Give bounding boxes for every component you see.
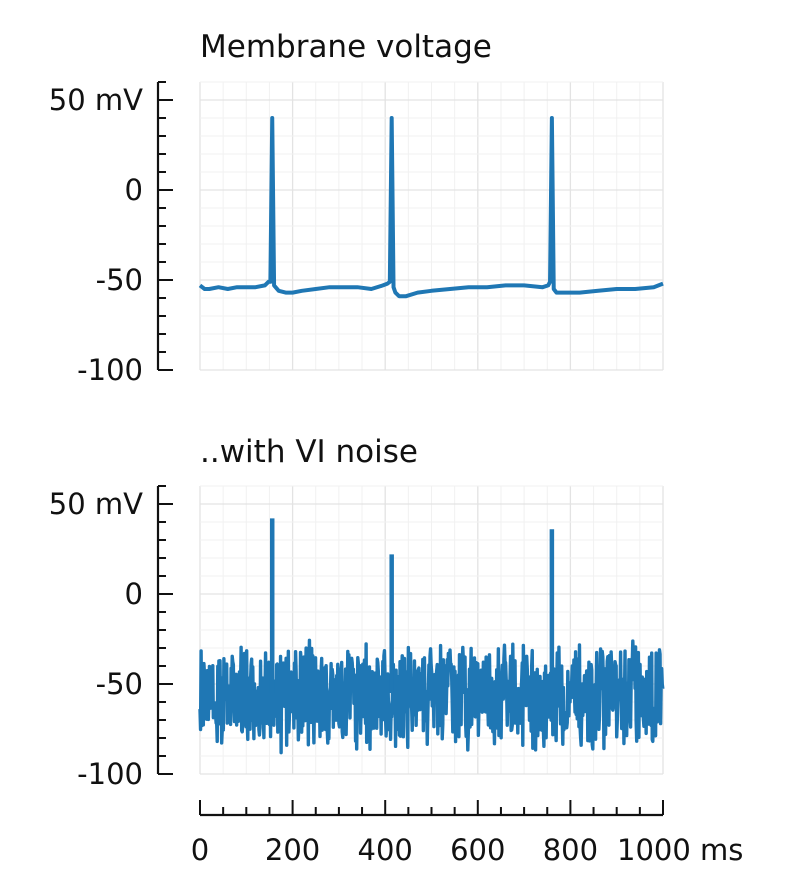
y-tick-label: -100 [77,353,143,387]
x-tick-label: 200 [265,833,320,867]
y-tick-label: -50 [96,263,143,297]
series [198,116,664,299]
noise-voltage-panel: ..with VI noise 50 mV 0 -50 -100 0 200 400 600… [49,434,744,867]
grid [199,81,664,371]
y-tick-label: -100 [77,757,143,791]
series [198,518,665,755]
series-noise-trace [198,638,665,755]
y-tick-label: 50 mV [49,487,143,521]
chart-title: Membrane voltage [200,29,492,65]
y-tick-label: 0 [125,577,143,611]
y-tick-label: -50 [96,667,143,701]
y-tick-label: 50 mV [49,83,143,117]
x-tick-label: 1000 ms [617,833,743,867]
y-axis: 50 mV 0 -50 -100 [49,81,173,387]
x-tick-label: 600 [450,833,505,867]
x-tick-label: 0 [191,833,209,867]
y-axis: 50 mV 0 -50 -100 [49,485,173,791]
membrane-voltage-panel: Membrane voltage 50 mV 0 -50 -100 [49,29,664,387]
x-axis: 0 200 400 600 800 1000 ms [191,800,743,867]
chart-title: ..with VI noise [200,434,418,470]
x-tick-label: 800 [543,833,598,867]
series-line [198,116,664,299]
x-tick-label: 400 [358,833,413,867]
y-tick-label: 0 [125,173,143,207]
